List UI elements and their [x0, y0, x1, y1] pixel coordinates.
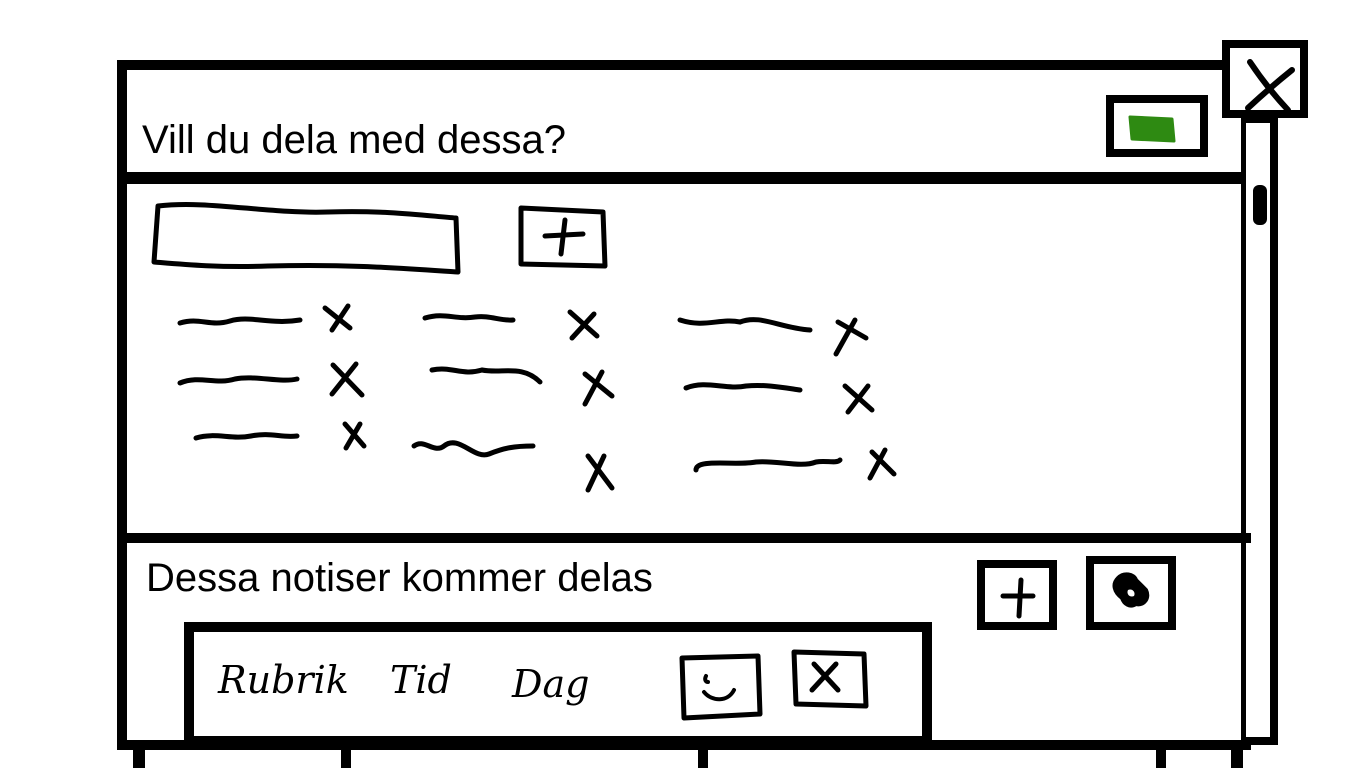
recipient-name-placeholder — [693, 457, 843, 473]
bottom-row-divider — [341, 745, 351, 768]
tag-icon — [1112, 572, 1150, 608]
recipient-name-placeholder — [422, 313, 516, 323]
bottom-row-divider — [1156, 745, 1166, 768]
plus-icon — [1000, 577, 1036, 619]
add-note-button[interactable] — [977, 560, 1057, 630]
recipient-name-placeholder — [177, 316, 303, 326]
remove-x-icon — [842, 383, 875, 415]
header-divider — [117, 172, 1251, 184]
recipient-name-placeholder — [429, 366, 543, 385]
remove-x-icon — [322, 303, 353, 333]
notes-table — [184, 622, 932, 746]
recipient-name-placeholder — [177, 375, 300, 386]
section-divider — [117, 533, 1251, 543]
recipient-name-placeholder — [411, 440, 536, 458]
bottom-row-border — [133, 745, 1243, 768]
add-recipient-button[interactable] — [515, 204, 615, 274]
delete-x-icon — [809, 661, 841, 693]
notes-heading: Dessa notiser kommer delas — [146, 556, 653, 600]
column-header-rubrik: Rubrik — [218, 658, 349, 702]
confirm-swatch-icon — [1128, 115, 1176, 143]
remove-x-icon — [867, 447, 897, 481]
remove-x-icon — [342, 421, 367, 451]
bottom-row-divider — [698, 745, 708, 768]
close-icon — [1245, 59, 1295, 113]
recipient-name-placeholder — [677, 317, 813, 333]
tag-button[interactable] — [1086, 556, 1176, 630]
recipient-list — [177, 303, 897, 493]
remove-x-icon — [585, 453, 615, 493]
confirm-share-button[interactable] — [1106, 95, 1208, 157]
recipient-name-placeholder — [193, 432, 300, 441]
column-header-tid: Tid — [390, 658, 452, 702]
scrollbar-thumb[interactable] — [1253, 185, 1267, 225]
remove-x-icon — [329, 361, 365, 398]
smiley-button[interactable] — [676, 652, 766, 722]
recipient-input[interactable] — [148, 198, 468, 278]
remove-x-icon — [833, 317, 869, 357]
close-button[interactable] — [1222, 40, 1308, 118]
dialog-title: Vill du dela med dessa? — [142, 118, 566, 162]
remove-x-icon — [582, 369, 615, 407]
remove-x-icon — [567, 309, 600, 341]
recipient-name-placeholder — [683, 382, 803, 393]
smiley-icon — [703, 674, 710, 684]
delete-note-button[interactable] — [786, 646, 876, 716]
column-header-dag: Dag — [512, 662, 590, 706]
